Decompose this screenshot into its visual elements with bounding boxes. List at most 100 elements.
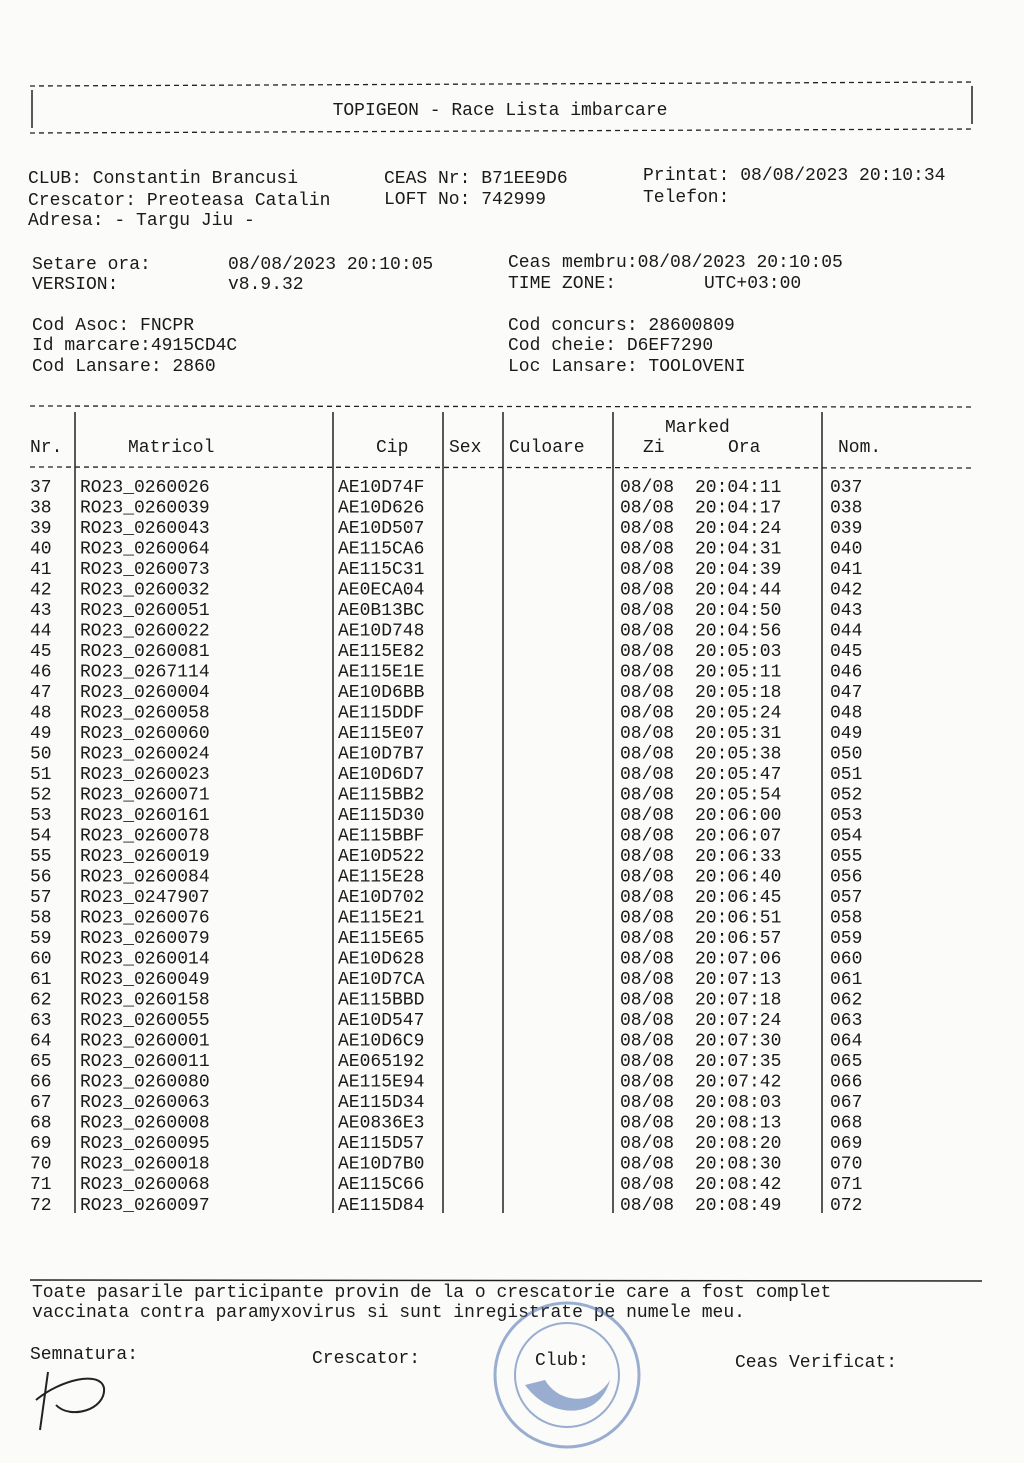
cell: AE0ECA04 bbox=[338, 580, 424, 600]
cell: 067 bbox=[830, 1093, 862, 1113]
info: CLUB: Constantin Brancusi bbox=[28, 169, 298, 189]
table-border bbox=[29, 405, 973, 408]
cell: 064 bbox=[830, 1032, 862, 1052]
cell: AE10D74F bbox=[338, 478, 424, 498]
cell: 051 bbox=[830, 765, 862, 785]
cell: AE10D748 bbox=[338, 621, 424, 641]
cell: AE115E28 bbox=[338, 868, 424, 888]
cell: AE10D522 bbox=[338, 847, 424, 867]
cell: 20:04:11 bbox=[695, 478, 781, 498]
cell: 08/08 bbox=[620, 1011, 674, 1031]
table-body: 37 RO23_0260026 AE10D74F 08/08 20:04:11 037 38… bbox=[30, 478, 862, 1216]
cell: 20:07:30 bbox=[695, 1032, 781, 1052]
cell: AE115C66 bbox=[338, 1175, 424, 1195]
cell: RO23_0260063 bbox=[80, 1093, 210, 1113]
cell: RO23_0260081 bbox=[80, 642, 210, 662]
cell: 050 bbox=[830, 744, 862, 764]
declaration: vaccinata contra paramyxovirus si sunt i… bbox=[32, 1303, 745, 1323]
signature-label: Ceas Verificat: bbox=[735, 1353, 897, 1373]
cell: RO23_0260011 bbox=[80, 1052, 210, 1072]
cell: 58 bbox=[30, 909, 52, 929]
cell: RO23_0260058 bbox=[80, 703, 210, 723]
cell: 53 bbox=[30, 806, 52, 826]
cell: 08/08 bbox=[620, 1196, 674, 1216]
cell: RO23_0260008 bbox=[80, 1114, 210, 1134]
cell: 20:06:40 bbox=[695, 868, 781, 888]
cell: 54 bbox=[30, 826, 52, 846]
cell: AE115E07 bbox=[338, 724, 424, 744]
cell: 20:04:31 bbox=[695, 539, 781, 559]
cell: AE10D547 bbox=[338, 1011, 424, 1031]
cell: AE10D507 bbox=[338, 519, 424, 539]
cell: 043 bbox=[830, 601, 862, 621]
cell: AE10D628 bbox=[338, 950, 424, 970]
cell: AE115E65 bbox=[338, 929, 424, 949]
info: CEAS Nr: B71EE9D6 bbox=[384, 169, 568, 189]
cell: 20:05:31 bbox=[695, 724, 781, 744]
cell: RO23_0260097 bbox=[80, 1196, 210, 1216]
cell: 062 bbox=[830, 991, 862, 1011]
cell: RO23_0260095 bbox=[80, 1134, 210, 1154]
cell: AE115BB2 bbox=[338, 785, 424, 805]
cell: AE115BBF bbox=[338, 826, 424, 846]
cell: 70 bbox=[30, 1155, 52, 1175]
title-border bbox=[29, 81, 976, 87]
cell: 71 bbox=[30, 1175, 52, 1195]
signature-label: Semnatura: bbox=[30, 1345, 138, 1365]
cell: AE10D6C9 bbox=[338, 1032, 424, 1052]
cell: RO23_0260026 bbox=[80, 478, 210, 498]
cell: RO23_0260019 bbox=[80, 847, 210, 867]
cell: 20:05:38 bbox=[695, 744, 781, 764]
info: Cod Lansare: 2860 bbox=[32, 357, 216, 377]
cell: AE0836E3 bbox=[338, 1114, 424, 1134]
cell: 08/08 bbox=[620, 724, 674, 744]
cell: 08/08 bbox=[620, 683, 674, 703]
cell: 044 bbox=[830, 621, 862, 641]
cell: 08/08 bbox=[620, 929, 674, 949]
cell: 063 bbox=[830, 1011, 862, 1031]
cell: RO23_0260076 bbox=[80, 909, 210, 929]
cell: AE115E94 bbox=[338, 1073, 424, 1093]
cell: 43 bbox=[30, 601, 52, 621]
cell: 061 bbox=[830, 970, 862, 990]
cell: 041 bbox=[830, 560, 862, 580]
cell: 64 bbox=[30, 1032, 52, 1052]
cell: 08/08 bbox=[620, 909, 674, 929]
cell: RO23_0260073 bbox=[80, 560, 210, 580]
cell: 08/08 bbox=[620, 601, 674, 621]
cell: 08/08 bbox=[620, 662, 674, 682]
column-header: Sex bbox=[449, 438, 481, 458]
cell: 08/08 bbox=[620, 991, 674, 1011]
cell: 66 bbox=[30, 1073, 52, 1093]
info: Cod concurs: 28600809 bbox=[508, 316, 735, 336]
cell: 08/08 bbox=[620, 1155, 674, 1175]
info: Cod cheie: D6EF7290 bbox=[508, 336, 713, 356]
cell: 08/08 bbox=[620, 560, 674, 580]
cell: 059 bbox=[830, 929, 862, 949]
cell: AE10D7CA bbox=[338, 970, 425, 990]
cell: 070 bbox=[830, 1155, 862, 1175]
cell: 60 bbox=[30, 950, 52, 970]
cell: 066 bbox=[830, 1073, 862, 1093]
info: VERSION: bbox=[32, 275, 118, 295]
cell: 048 bbox=[830, 703, 862, 723]
cell: RO23_0267114 bbox=[80, 662, 210, 682]
cell: 072 bbox=[830, 1196, 862, 1216]
cell: 57 bbox=[30, 888, 52, 908]
info: Crescator: Preoteasa Catalin bbox=[28, 191, 330, 211]
cell: 20:06:00 bbox=[695, 806, 781, 826]
cell: 47 bbox=[30, 683, 52, 703]
info: Ceas membru:08/08/2023 20:10:05 bbox=[508, 253, 843, 273]
cell: RO23_0260051 bbox=[80, 601, 210, 621]
cell: 049 bbox=[830, 724, 862, 744]
cell: 67 bbox=[30, 1093, 52, 1113]
cell: RO23_0260022 bbox=[80, 621, 210, 641]
cell: 20:04:17 bbox=[695, 498, 781, 518]
cell: 052 bbox=[830, 785, 862, 805]
cell: 08/08 bbox=[620, 868, 674, 888]
cell: 08/08 bbox=[620, 1114, 674, 1134]
cell: RO23_0260068 bbox=[80, 1175, 210, 1195]
cell: RO23_0260078 bbox=[80, 826, 210, 846]
cell: 060 bbox=[830, 950, 862, 970]
info: Cod Asoc: FNCPR bbox=[32, 316, 194, 336]
